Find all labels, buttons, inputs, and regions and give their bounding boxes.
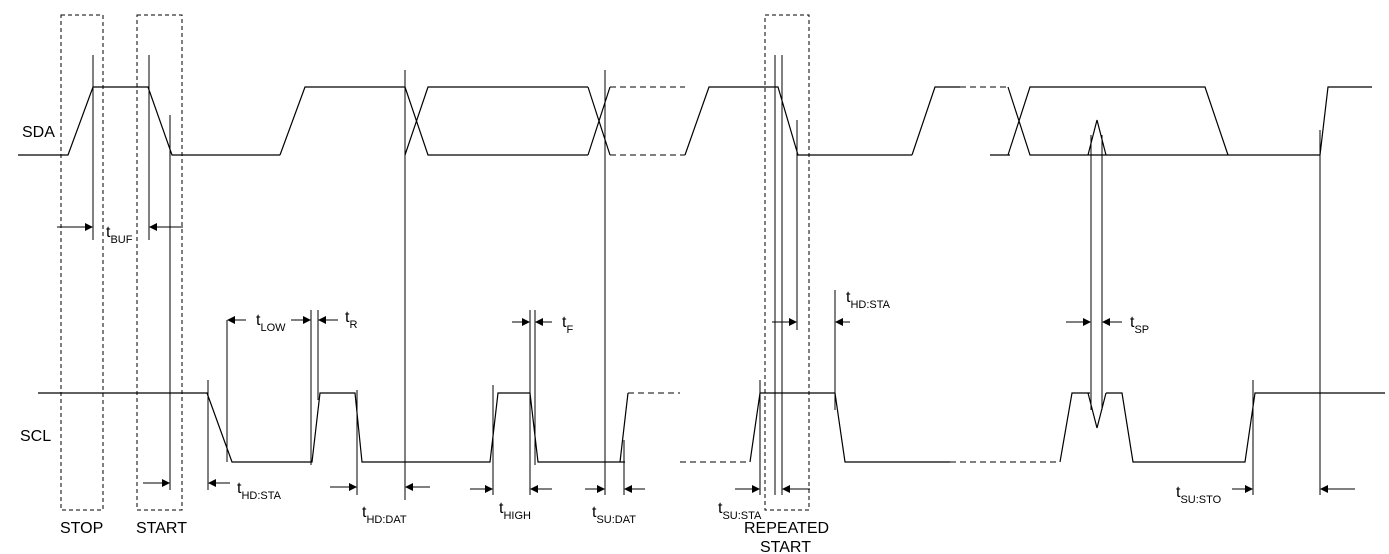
t-hd-sta-label-1: tHD:STA: [237, 480, 282, 502]
repeated-label: REPEATED: [744, 520, 829, 537]
reference-lines: [92, 55, 1321, 500]
t-high-label: tHIGH: [499, 500, 531, 522]
start-condition-box: [136, 14, 183, 511]
sda-label: SDA: [22, 124, 55, 141]
start-label: START: [136, 520, 187, 537]
t-su-sta-label: tSU:STA: [718, 500, 762, 522]
t-hd-dat-label: tHD:DAT: [362, 504, 407, 526]
t-buf-label: tBUF: [106, 224, 133, 246]
t-su-dat-label: tSU:DAT: [592, 504, 636, 526]
stop-condition-box: [60, 14, 104, 511]
t-f-label: tF: [562, 314, 573, 336]
repeated-start-condition-box: [764, 14, 810, 511]
t-sp-label: tSP: [1130, 314, 1149, 336]
t-su-sto-label: tSU:STO: [1176, 484, 1222, 506]
stop-label: STOP: [60, 520, 103, 537]
t-hd-sta-label-2: tHD:STA: [846, 289, 891, 311]
t-low-label: tLOW: [256, 312, 286, 334]
sda-waveform: [18, 86, 1372, 156]
repeated-start-label: START: [760, 539, 811, 554]
t-r-label: tR: [345, 309, 357, 331]
scl-waveform: [38, 392, 1385, 463]
timing-arrows: [57, 223, 1355, 493]
scl-label: SCL: [20, 428, 51, 445]
